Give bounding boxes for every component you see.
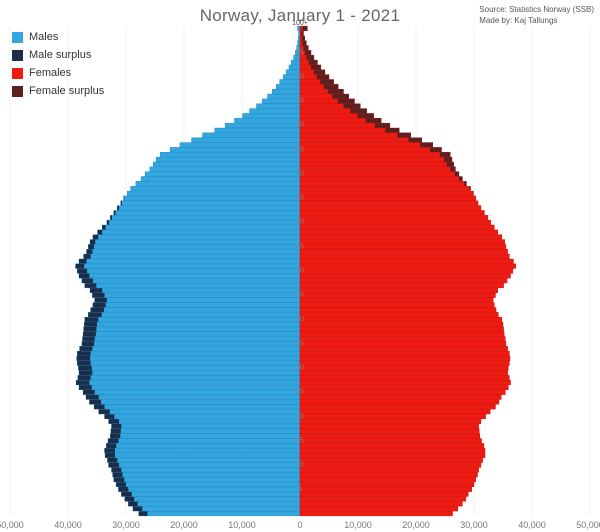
swatch-females [12,68,23,79]
y-axis-tick-label: 75 [293,146,307,153]
x-axis-tick-label: 50,000 [0,520,24,530]
x-axis-tick-label: 10,000 [344,520,372,530]
y-axis-tick-label: 60 [293,219,307,226]
y-axis-tick-label: 5 [293,486,307,493]
x-axis-tick-label: 10,000 [228,520,256,530]
y-axis-tick-label: 50 [293,268,307,275]
x-axis-tick-label: 40,000 [518,520,546,530]
x-axis-tick-label: 40,000 [54,520,82,530]
y-axis-tick-label: 20 [293,413,307,420]
legend-label: Females [29,64,71,82]
population-pyramid-chart: Norway, January 1 - 2021 100+ Source: St… [0,0,600,532]
legend-label: Males [29,28,58,46]
legend-item-male-surplus: Male surplus [12,46,104,64]
swatch-male-surplus [12,50,23,61]
y-axis-tick-label: 85 [293,98,307,105]
top-age-label: 100+ [280,20,320,27]
y-axis-tick-label: 95 [293,49,307,56]
swatch-female-surplus [12,86,23,97]
legend: Males Male surplus Females Female surplu… [12,28,104,100]
legend-label: Male surplus [29,46,91,64]
y-axis-tick-label: 25 [293,389,307,396]
swatch-males [12,32,23,43]
y-axis-tick-label: 10 [293,462,307,469]
x-axis-tick-label: 0 [297,520,302,530]
legend-item-females: Females [12,64,104,82]
y-axis-tick-label: 30 [293,365,307,372]
x-axis-tick-label: 20,000 [402,520,430,530]
y-axis-tick-label: 40 [293,316,307,323]
y-axis-tick-label: 70 [293,170,307,177]
author-line: Made by: Kaj Tallungs [479,15,594,26]
y-axis-tick-label: 65 [293,195,307,202]
y-axis-tick-label: 45 [293,292,307,299]
legend-item-males: Males [12,28,104,46]
legend-label: Female surplus [29,82,104,100]
y-axis-tick-label: 15 [293,437,307,444]
x-axis-tick-label: 50,000 [576,520,600,530]
source-line: Source: Statistics Norway (SSB) [479,4,594,15]
source-credit: Source: Statistics Norway (SSB) Made by:… [479,4,594,26]
y-axis-tick-label: 80 [293,122,307,129]
y-axis-tick-label: 35 [293,340,307,347]
y-axis-tick-label: 55 [293,243,307,250]
x-axis-tick-label: 20,000 [170,520,198,530]
x-axis-tick-label: 30,000 [112,520,140,530]
x-axis-tick-label: 30,000 [460,520,488,530]
y-axis-tick-label: 90 [293,73,307,80]
legend-item-female-surplus: Female surplus [12,82,104,100]
